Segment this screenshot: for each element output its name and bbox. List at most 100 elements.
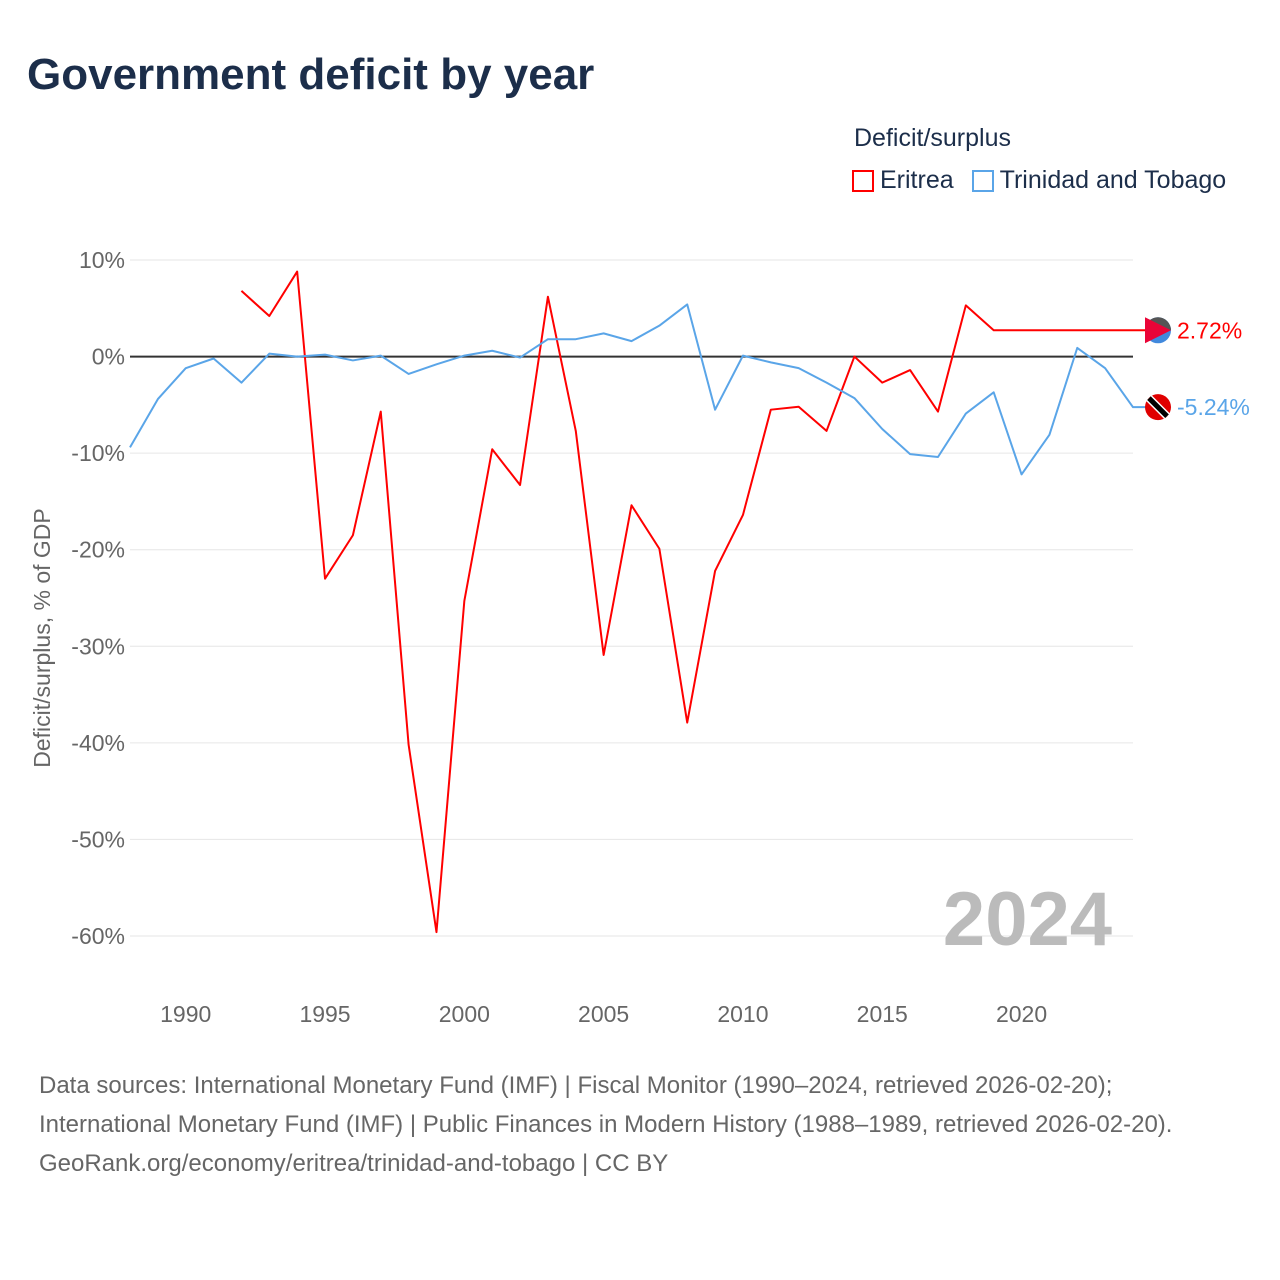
data-point	[351, 358, 355, 362]
x-tick-label: 2015	[857, 1001, 908, 1027]
y-tick-label: 10%	[79, 247, 125, 273]
data-sources: Data sources: International Monetary Fun…	[39, 1072, 1173, 1138]
data-point	[685, 302, 689, 306]
data-point	[184, 366, 188, 370]
data-point	[630, 339, 634, 343]
legend: Eritrea Trinidad and Tobago	[852, 166, 1226, 195]
data-point	[490, 349, 494, 353]
x-tick-label: 2010	[717, 1001, 768, 1027]
end-value-label: 2.72%	[1177, 317, 1242, 343]
y-tick-label: -40%	[71, 730, 125, 756]
data-point	[713, 569, 717, 573]
data-point	[741, 513, 745, 517]
data-point	[574, 429, 578, 433]
y-tick-label: -10%	[71, 440, 125, 466]
y-tick-label: 0%	[92, 344, 125, 370]
data-point	[518, 483, 522, 487]
data-point	[713, 408, 717, 412]
data-point	[128, 445, 132, 449]
data-point	[1131, 405, 1135, 409]
data-point	[602, 331, 606, 335]
data-point	[323, 577, 327, 581]
data-point	[964, 303, 968, 307]
legend-swatch-trinidad	[971, 169, 994, 192]
data-point	[685, 721, 689, 725]
legend-label: Eritrea	[880, 166, 954, 194]
trinidad-flag-black	[1147, 396, 1169, 418]
data-point	[546, 337, 550, 341]
y-axis-label: Deficit/surplus, % of GDP	[29, 508, 55, 767]
data-point	[741, 354, 745, 358]
x-tick-label: 2005	[578, 1001, 629, 1027]
x-tick-label: 1995	[299, 1001, 350, 1027]
x-tick-label: 1990	[160, 1001, 211, 1027]
data-point	[797, 405, 801, 409]
series-line-eritrea	[240, 270, 1158, 934]
data-point	[657, 324, 661, 328]
legend-item-eritrea[interactable]: Eritrea	[852, 166, 954, 195]
data-point	[1103, 366, 1107, 370]
data-point	[239, 381, 243, 385]
y-tick-label: -50%	[71, 826, 125, 852]
x-tick-label: 2000	[439, 1001, 490, 1027]
data-point	[825, 381, 829, 385]
data-point	[992, 390, 996, 394]
footer: Data sources: International Monetary Fun…	[39, 1066, 1239, 1183]
data-point	[267, 352, 271, 356]
data-point	[1075, 346, 1079, 350]
data-point	[574, 337, 578, 341]
data-point	[267, 314, 271, 318]
data-point	[156, 397, 160, 401]
legend-item-trinidad[interactable]: Trinidad and Tobago	[971, 166, 1227, 195]
data-point	[908, 368, 912, 372]
series-line-trinidad	[129, 303, 1158, 476]
data-point	[323, 353, 327, 357]
data-point	[295, 355, 299, 359]
data-point	[212, 357, 216, 361]
x-tick-label: 2020	[996, 1001, 1047, 1027]
y-tick-label: -30%	[71, 633, 125, 659]
y-tick-label: -60%	[71, 923, 125, 949]
legend-label: Trinidad and Tobago	[999, 166, 1227, 194]
data-point	[936, 410, 940, 414]
data-point	[434, 930, 438, 934]
data-point	[462, 599, 466, 603]
data-point	[1020, 472, 1024, 476]
data-point	[825, 429, 829, 433]
data-point	[462, 354, 466, 358]
data-point	[630, 503, 634, 507]
data-point	[1047, 433, 1051, 437]
data-point	[490, 447, 494, 451]
source-link[interactable]: GeoRank.org/economy/eritrea/trinidad-and…	[39, 1150, 669, 1177]
data-point	[880, 427, 884, 431]
data-point	[407, 743, 411, 747]
end-value-label: -5.24%	[1177, 394, 1250, 420]
data-point	[769, 408, 773, 412]
data-point	[936, 455, 940, 459]
data-point	[295, 270, 299, 274]
chart-title: Government deficit by year	[27, 50, 595, 99]
data-point	[908, 452, 912, 456]
year-watermark: 2024	[943, 877, 1112, 962]
data-point	[657, 547, 661, 551]
data-point	[351, 533, 355, 537]
data-point	[546, 295, 550, 299]
data-point	[992, 328, 996, 332]
data-point	[602, 653, 606, 657]
data-point	[434, 362, 438, 366]
legend-swatch-eritrea	[852, 169, 874, 192]
data-point	[379, 354, 383, 358]
data-point	[518, 356, 522, 360]
data-point	[852, 396, 856, 400]
y-tick-label: -20%	[71, 537, 125, 563]
data-point	[239, 289, 243, 293]
data-point	[379, 410, 383, 414]
data-point	[852, 355, 856, 359]
eritrea-flag-triangle	[1145, 317, 1171, 344]
data-point	[797, 366, 801, 370]
data-point	[407, 372, 411, 376]
legend-title: Deficit/surplus	[854, 124, 1011, 152]
data-point	[880, 381, 884, 385]
